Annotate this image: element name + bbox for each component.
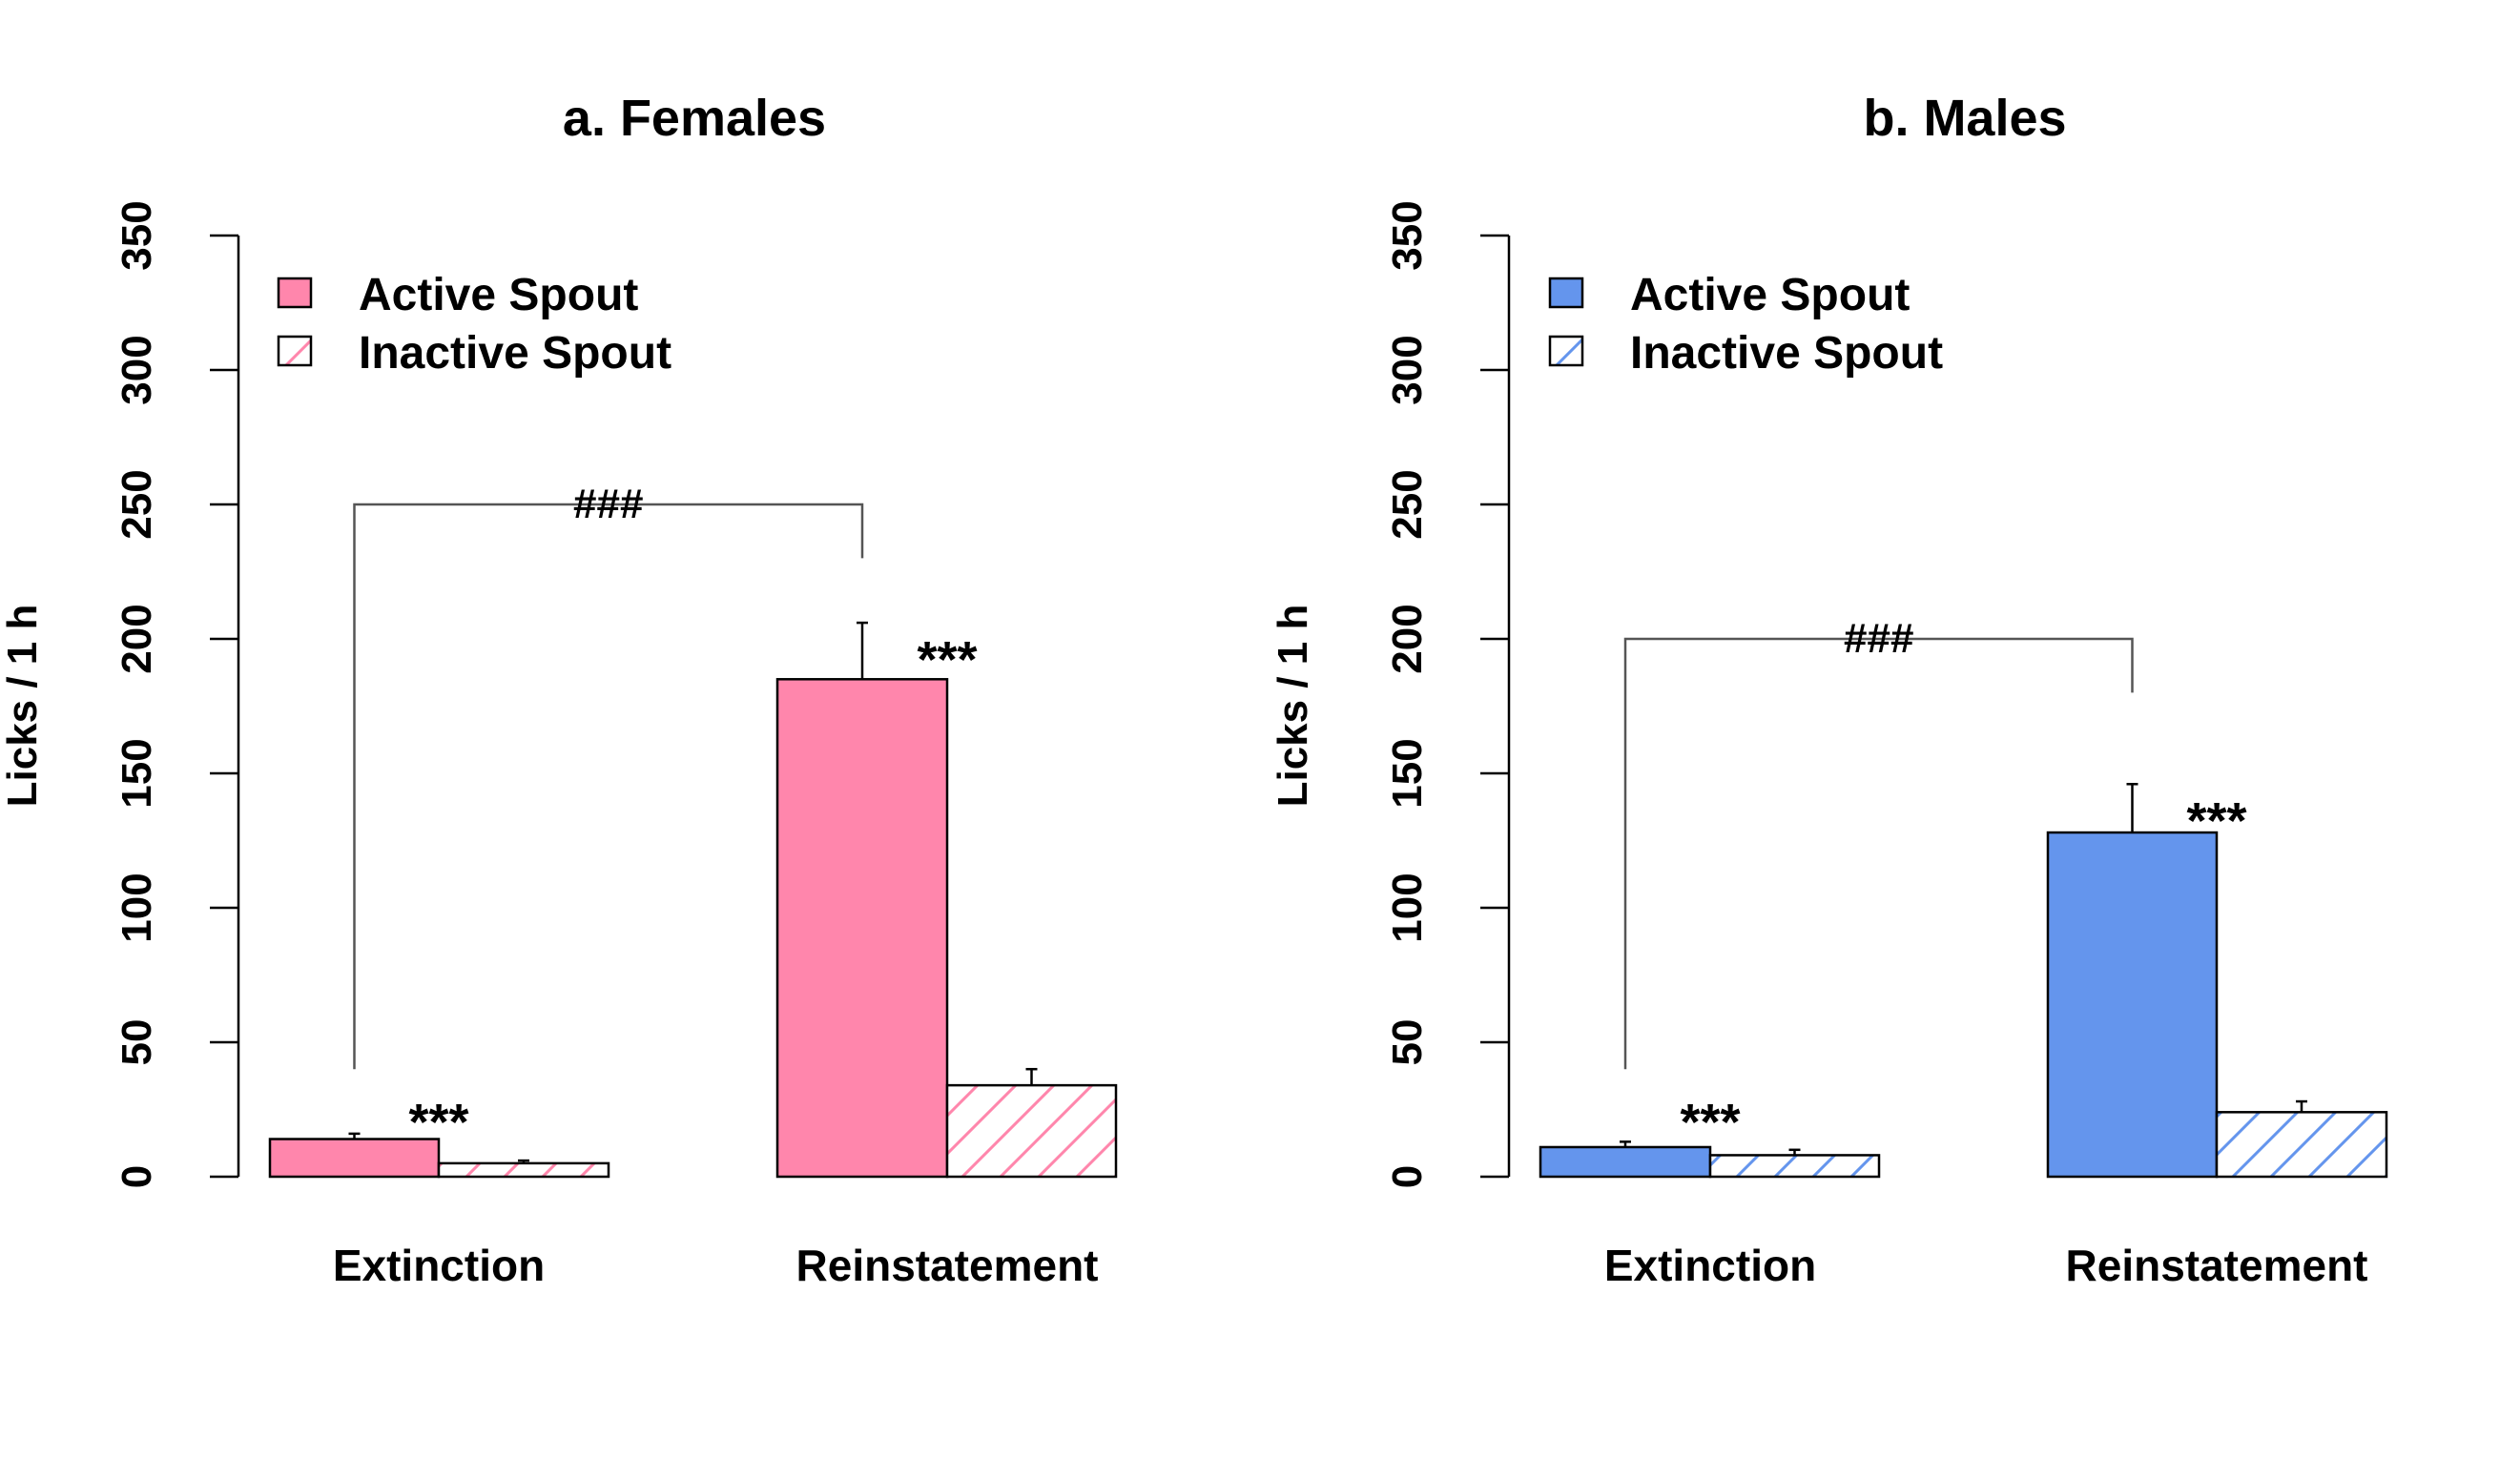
legend-swatch	[1548, 277, 1584, 309]
bracket-label: ###	[573, 481, 643, 527]
y-axis-label: Licks / 1 h	[1270, 605, 1316, 808]
significance-stars: ***	[2186, 792, 2246, 850]
bar-extinction-inactive	[1708, 1154, 1881, 1179]
y-tick-label: 50	[114, 1019, 160, 1066]
bracket-label: ###	[1844, 615, 1913, 662]
legend-swatch	[277, 335, 313, 367]
y-tick-label: 50	[1384, 1019, 1431, 1066]
legend-swatch	[277, 277, 313, 309]
y-tick-label: 300	[114, 335, 160, 404]
chart-title: b. Males	[1863, 90, 2066, 147]
legend: Active Spout Inactive Spout	[1548, 270, 1943, 379]
x-category-label: Extinction	[333, 1241, 545, 1290]
legend-label: Inactive Spout	[359, 328, 671, 379]
y-tick-label: 200	[1384, 604, 1431, 673]
legend-label: Inactive Spout	[1630, 328, 1943, 379]
bar-extinction-active	[1539, 1145, 1712, 1179]
y-tick-label: 300	[1384, 335, 1431, 404]
y-tick-label: 0	[114, 1165, 160, 1188]
comparison-bracket	[353, 503, 864, 1070]
y-tick-label: 100	[1384, 873, 1431, 942]
y-tick-label: 150	[114, 738, 160, 808]
chart-panel-2: b. Males Licks / 1 h 0 50 100 150 200 250 300 350…	[1270, 90, 2388, 1290]
y-tick-label: 250	[114, 469, 160, 539]
significance-stars: ***	[1680, 1094, 1740, 1151]
bar-extinction-inactive	[437, 1161, 610, 1179]
bar-reinstatement-inactive	[945, 1083, 1118, 1179]
y-tick-label: 350	[114, 200, 160, 270]
y-tick-label: 350	[1384, 200, 1431, 270]
y-tick-label: 100	[114, 873, 160, 942]
comparison-bracket	[1623, 637, 2134, 1070]
y-tick-label: 200	[114, 604, 160, 673]
y-axis-label: Licks / 1 h	[0, 605, 46, 808]
bar-reinstatement-active	[775, 678, 949, 1179]
significance-stars: ***	[917, 631, 977, 688]
significance-stars: ***	[408, 1094, 468, 1151]
chart-title: a. Females	[563, 90, 826, 147]
y-tick-label: 250	[1384, 469, 1431, 539]
y-tick-label: 150	[1384, 738, 1431, 808]
bar-reinstatement-active	[2046, 831, 2219, 1179]
x-category-label: Reinstatement	[796, 1241, 1099, 1290]
chart-panel-1: a. Females Licks / 1 h 0 50 100 150 200 250 300 3…	[0, 90, 1118, 1290]
legend-label: Active Spout	[1630, 270, 1910, 320]
legend: Active Spout Inactive Spout	[277, 270, 671, 379]
legend-swatch	[1548, 335, 1584, 367]
x-category-label: Reinstatement	[2066, 1241, 2368, 1290]
bar-reinstatement-inactive	[2215, 1111, 2388, 1179]
x-category-label: Extinction	[1604, 1241, 1816, 1290]
y-tick-label: 0	[1384, 1165, 1431, 1188]
legend-label: Active Spout	[359, 270, 638, 320]
